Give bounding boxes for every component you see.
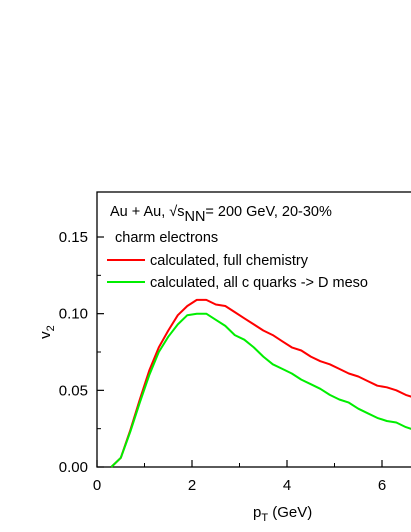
y-tick-label-0.15: 0.15 — [59, 229, 88, 246]
x-axis-title-subscript: T — [261, 512, 268, 524]
system-main: Au + Au, √s — [110, 204, 184, 220]
x-tick-label-2: 2 — [188, 477, 196, 494]
x-axis-title-unit: (GeV) — [268, 504, 312, 521]
x-axis-title: pT (GeV) — [253, 504, 312, 524]
system-annotation: Au + Au, √sNN= 200 GeV, 20-30% — [110, 204, 332, 225]
legend-label-all-c-quarks: calculated, all c quarks -> D meso — [150, 275, 368, 291]
y-tick-label-0.05: 0.05 — [59, 382, 88, 399]
y-tick-label-0.10: 0.10 — [59, 306, 88, 323]
series-line-full-chemistry — [110, 298, 411, 468]
y-tick-label-0.00: 0.00 — [59, 459, 88, 476]
x-axis-title-main: p — [253, 504, 261, 521]
tick-marks — [96, 236, 383, 468]
tick-labels: 0 2 4 6 0.00 0.05 0.10 0.15 — [59, 229, 386, 494]
plot-frame — [96, 191, 411, 468]
x-tick-label-0: 0 — [93, 477, 101, 494]
x-tick-label-4: 4 — [283, 477, 291, 494]
series-lines — [110, 298, 411, 468]
particle-annotation: charm electrons — [115, 230, 218, 246]
system-tail: = 200 GeV, 20-30% — [205, 204, 332, 220]
y-axis-title: v2 — [37, 325, 57, 339]
y-axis-title-subscript: 2 — [45, 325, 57, 331]
x-tick-label-6: 6 — [378, 477, 386, 494]
legend-label-full-chemistry: calculated, full chemistry — [150, 253, 309, 269]
series-line-all-c-quarks — [110, 312, 411, 468]
system-subscript: NN — [184, 209, 205, 225]
y-axis-title-main: v — [37, 331, 54, 339]
